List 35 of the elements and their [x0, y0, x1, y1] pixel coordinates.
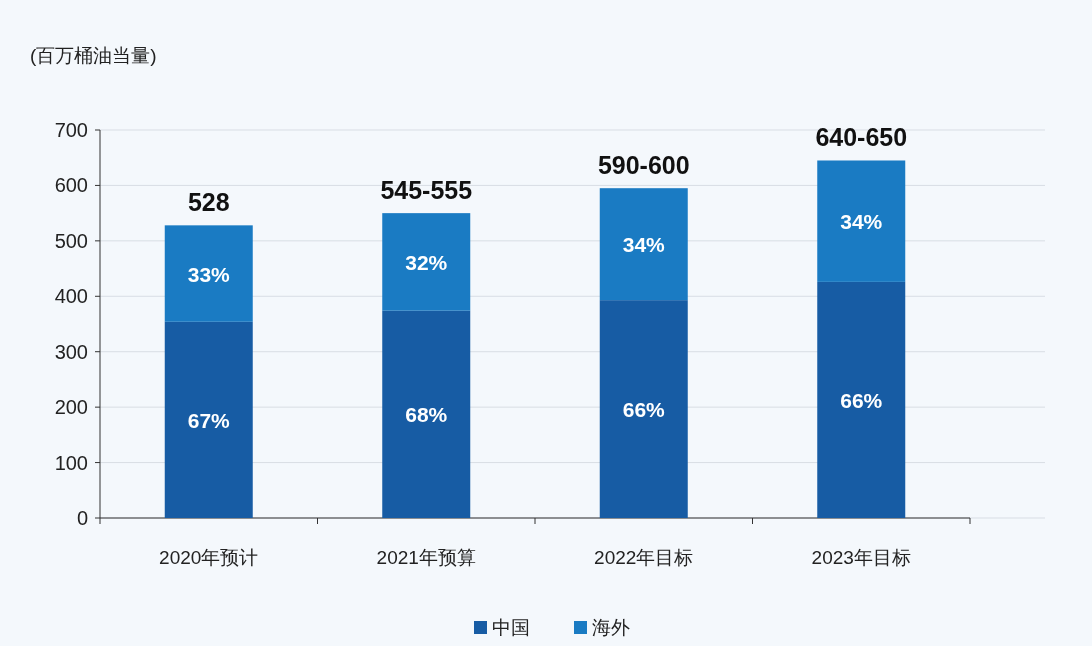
- bar: [164, 225, 253, 322]
- bar: [382, 310, 471, 518]
- legend-label: 海外: [592, 617, 630, 638]
- total-label: 528: [187, 188, 230, 217]
- y-tick-label: 0: [76, 507, 88, 529]
- x-tick-label: 2023年目标: [811, 547, 911, 568]
- annotation: 67%: [187, 408, 231, 432]
- bar: [164, 321, 253, 518]
- annotation: 66%: [840, 388, 883, 412]
- bar: [599, 188, 688, 301]
- bar: [817, 160, 906, 282]
- total-label: 590-600: [597, 151, 690, 180]
- bar: [599, 300, 688, 518]
- x-tick-label: 2022年目标: [594, 547, 694, 568]
- y-tick-label: 100: [54, 451, 88, 474]
- annotation: 34%: [622, 233, 666, 257]
- legend-label: 中国: [492, 617, 530, 638]
- bar: [817, 281, 906, 518]
- annotation: 34%: [840, 210, 883, 234]
- annotation: 33%: [187, 262, 231, 286]
- y-tick-label: 200: [54, 396, 88, 419]
- annotation: 68%: [405, 403, 448, 427]
- y-tick-label: 300: [54, 340, 88, 363]
- y-tick-label: 400: [54, 285, 88, 308]
- y-axis-title: (百万桶油当量): [30, 45, 157, 66]
- total-label: 545-555: [380, 176, 473, 205]
- y-tick-label: 700: [54, 119, 88, 141]
- annotation: 32%: [405, 250, 448, 274]
- annotation: 66%: [622, 398, 666, 422]
- x-tick-label: 2020年预计: [159, 547, 259, 568]
- y-tick-label: 600: [54, 174, 88, 197]
- x-tick-label: 2021年预算: [376, 547, 476, 568]
- total-label: 640-650: [815, 123, 908, 152]
- y-tick-label: 500: [54, 229, 88, 252]
- bar: [382, 213, 471, 311]
